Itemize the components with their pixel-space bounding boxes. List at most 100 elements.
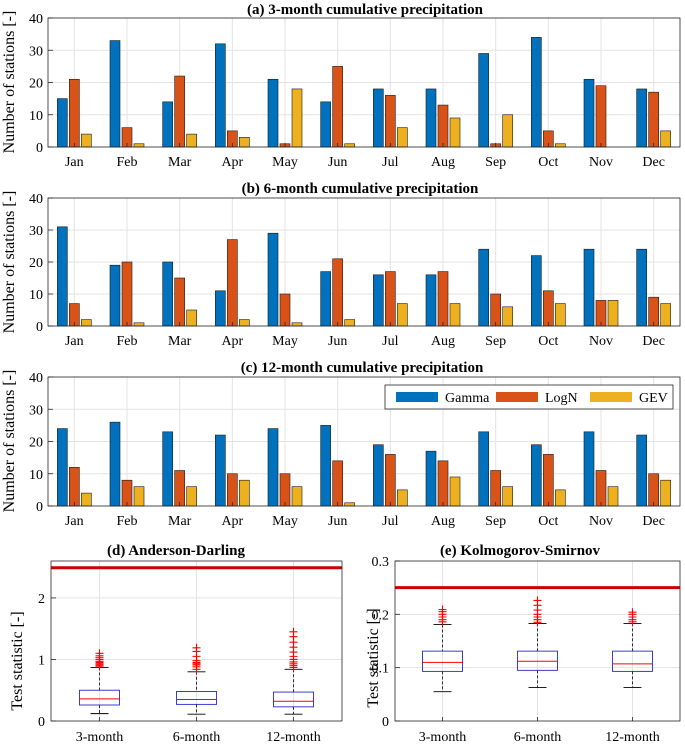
bar-gamma-aug xyxy=(425,274,437,327)
ytick-label: 0.2 xyxy=(372,608,390,623)
ytick-label: 30 xyxy=(29,224,43,239)
xtick-label: Apr xyxy=(221,155,243,170)
iqr-box xyxy=(79,689,120,706)
legend-label-gamma: Gamma xyxy=(445,391,490,406)
bar-logn-may xyxy=(279,293,291,327)
boxplot-3-month xyxy=(79,649,120,715)
ytick-label: 0 xyxy=(36,320,43,335)
ytick-label: 40 xyxy=(29,12,43,27)
panel-b-title: (b) 6-month cumulative precipitation xyxy=(242,181,479,197)
bar-logn-mar xyxy=(174,75,185,148)
bar-gamma-jul xyxy=(373,444,384,507)
bar-gamma-jul xyxy=(373,274,384,327)
bar-gamma-sep xyxy=(478,431,489,507)
xtick-label: 12-month xyxy=(605,730,659,745)
bar-gev-sep xyxy=(502,114,513,148)
bar-gev-jun xyxy=(344,502,355,507)
legend-swatch-gamma xyxy=(396,392,438,402)
xtick-label: 3-month xyxy=(76,730,123,745)
xtick-label: Nov xyxy=(589,514,613,529)
panel-d-title: (d) Anderson-Darling xyxy=(107,543,245,559)
bar-gev-feb xyxy=(133,486,145,507)
bar-gev-feb xyxy=(133,322,145,327)
xtick-label: Jan xyxy=(65,334,84,349)
xtick-label: Aug xyxy=(431,514,455,529)
legend-swatch-gev xyxy=(590,392,632,402)
legend-label-logn: LogN xyxy=(545,391,578,406)
bar-logn-nov xyxy=(595,85,607,148)
xtick-label: Dec xyxy=(642,155,665,170)
boxplot-12-month xyxy=(612,608,653,688)
panel-a-3month: (a) 3-month cumulative precipitation Num… xyxy=(1,2,681,170)
bar-gamma-may xyxy=(267,78,279,148)
bar-logn-aug xyxy=(437,460,449,507)
panel-d-ylabel: Test statistic [-] xyxy=(9,611,26,710)
bar-logn-jul xyxy=(385,454,396,507)
xtick-label: 6-month xyxy=(514,730,561,745)
xtick-label: Dec xyxy=(642,514,665,529)
bar-gev-aug xyxy=(449,476,461,507)
bar-gamma-mar xyxy=(162,261,173,327)
bar-logn-jan xyxy=(69,78,80,148)
iqr-box xyxy=(517,650,558,671)
bar-gamma-dec xyxy=(636,434,647,507)
panel-e-ylabel: Test statistic [-] xyxy=(365,608,382,707)
outlier-marker xyxy=(438,605,447,614)
xtick-label: May xyxy=(272,334,298,349)
bar-gamma-dec xyxy=(636,248,647,327)
bar-logn-oct xyxy=(543,290,554,327)
panel-d-anderson-darling: (d) Anderson-Darling Test statistic [-] … xyxy=(9,543,343,745)
xtick-label: Feb xyxy=(117,514,138,529)
bar-logn-jan xyxy=(69,466,80,507)
bar-gamma-apr xyxy=(215,290,226,327)
bar-logn-aug xyxy=(437,104,449,148)
bar-logn-sep xyxy=(490,293,501,327)
bar-gev-oct xyxy=(555,489,566,507)
legend-label-gev: GEV xyxy=(639,391,668,406)
outlier-marker xyxy=(533,596,542,605)
panel-a-bars xyxy=(57,37,671,148)
bar-gamma-oct xyxy=(531,444,542,507)
outlier-marker xyxy=(95,649,104,658)
bar-gamma-may xyxy=(267,232,279,327)
panel-c-12month: (c) 12-month cumulative precipitation Nu… xyxy=(1,360,681,529)
boxplot-12-month xyxy=(273,627,314,715)
panel-e-title: (e) Kolmogorov-Smirnov xyxy=(440,543,601,559)
boxplot-3-month xyxy=(422,605,463,693)
bar-gev-aug xyxy=(449,117,461,148)
ytick-label: 30 xyxy=(29,403,43,418)
panel-b-bars xyxy=(57,226,671,327)
bar-gev-jan xyxy=(81,319,92,327)
panel-b-ylabel: Number of stations [-] xyxy=(1,191,18,334)
bar-gev-jun xyxy=(344,319,355,327)
xtick-label: Oct xyxy=(538,155,558,170)
bar-gamma-mar xyxy=(162,101,173,148)
bar-logn-aug xyxy=(437,271,449,327)
ytick-label: 20 xyxy=(29,436,43,451)
xtick-label: Nov xyxy=(589,334,613,349)
bar-logn-may xyxy=(279,473,291,507)
ytick-label: 1 xyxy=(38,653,45,668)
bar-gamma-nov xyxy=(583,78,595,148)
bar-gev-jan xyxy=(81,133,92,148)
bar-gamma-oct xyxy=(531,37,542,148)
xtick-label: Aug xyxy=(431,334,455,349)
xtick-label: Jul xyxy=(382,155,398,170)
outlier-marker xyxy=(628,608,637,617)
iqr-box xyxy=(422,650,463,672)
xtick-label: Jan xyxy=(65,514,84,529)
bar-logn-jun xyxy=(332,460,343,507)
bar-logn-oct xyxy=(543,454,554,507)
bar-gev-dec xyxy=(660,303,671,327)
xtick-label: Apr xyxy=(221,334,243,349)
ytick-label: 0 xyxy=(38,715,45,730)
boxplot-6-month xyxy=(176,643,217,715)
bar-gamma-jul xyxy=(373,88,384,148)
bar-gev-jul xyxy=(397,303,408,327)
bar-gamma-nov xyxy=(583,248,595,327)
outlier-marker xyxy=(192,643,201,652)
xtick-label: May xyxy=(272,155,298,170)
bar-gamma-aug xyxy=(425,450,437,507)
bar-logn-mar xyxy=(174,277,185,327)
iqr-box xyxy=(612,650,653,672)
